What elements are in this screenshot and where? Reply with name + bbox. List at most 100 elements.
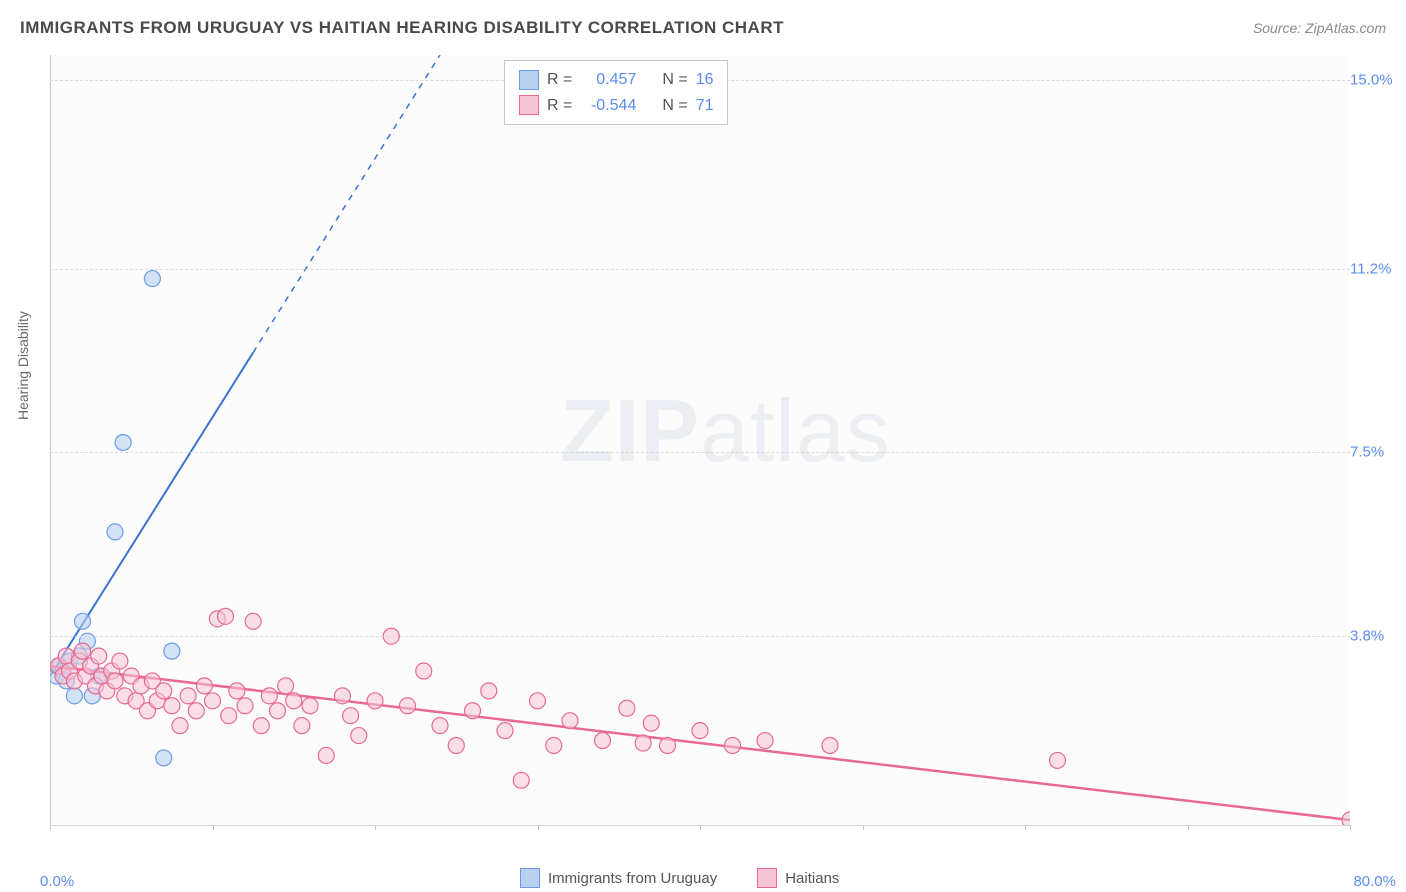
point-haitians <box>351 728 367 744</box>
point-uruguay <box>115 434 131 450</box>
point-haitians <box>432 718 448 734</box>
point-haitians <box>172 718 188 734</box>
point-haitians <box>692 723 708 739</box>
point-haitians <box>497 723 513 739</box>
point-haitians <box>107 673 123 689</box>
point-haitians <box>1342 812 1350 825</box>
point-haitians <box>635 735 651 751</box>
point-haitians <box>562 713 578 729</box>
legend-swatch <box>519 95 539 115</box>
point-uruguay <box>75 613 91 629</box>
x-axis-min-label: 0.0% <box>40 873 74 890</box>
y-tick-label: 11.2% <box>1344 260 1400 277</box>
x-axis-max-label: 80.0% <box>1353 873 1396 890</box>
legend-item: Immigrants from Uruguay <box>520 868 717 888</box>
x-tick <box>863 825 864 830</box>
point-uruguay <box>144 271 160 287</box>
legend-item: Haitians <box>757 868 839 888</box>
point-haitians <box>643 715 659 731</box>
point-haitians <box>245 613 261 629</box>
point-haitians <box>660 738 676 754</box>
point-haitians <box>75 643 91 659</box>
legend-swatch <box>520 868 540 888</box>
point-haitians <box>318 747 334 763</box>
r-label: R = <box>547 93 572 119</box>
point-haitians <box>112 653 128 669</box>
gridline <box>50 636 1350 637</box>
point-haitians <box>343 708 359 724</box>
legend-swatch <box>757 868 777 888</box>
point-haitians <box>465 703 481 719</box>
gridline <box>50 452 1350 453</box>
header: IMMIGRANTS FROM URUGUAY VS HAITIAN HEARI… <box>20 18 1386 38</box>
point-haitians <box>481 683 497 699</box>
point-uruguay <box>107 524 123 540</box>
point-haitians <box>91 648 107 664</box>
legend-row: R = -0.544 N = 71 <box>519 93 713 119</box>
point-haitians <box>822 738 838 754</box>
point-haitians <box>196 678 212 694</box>
point-haitians <box>448 738 464 754</box>
plot-svg <box>50 55 1350 825</box>
point-haitians <box>367 693 383 709</box>
r-label: R = <box>547 67 572 93</box>
chart-title: IMMIGRANTS FROM URUGUAY VS HAITIAN HEARI… <box>20 18 784 38</box>
x-tick <box>1350 825 1351 830</box>
x-tick <box>1025 825 1026 830</box>
point-haitians <box>229 683 245 699</box>
point-haitians <box>180 688 196 704</box>
y-tick-label: 15.0% <box>1344 71 1400 88</box>
n-label: N = <box>662 67 687 93</box>
point-haitians <box>302 698 318 714</box>
point-haitians <box>400 698 416 714</box>
point-haitians <box>416 663 432 679</box>
point-uruguay <box>156 750 172 766</box>
point-haitians <box>757 733 773 749</box>
y-tick-label: 7.5% <box>1344 444 1400 461</box>
point-haitians <box>164 698 180 714</box>
point-haitians <box>546 738 562 754</box>
point-haitians <box>335 688 351 704</box>
point-haitians <box>253 718 269 734</box>
point-haitians <box>619 700 635 716</box>
point-haitians <box>294 718 310 734</box>
point-haitians <box>1050 752 1066 768</box>
source-attribution: Source: ZipAtlas.com <box>1253 20 1386 36</box>
point-haitians <box>188 703 204 719</box>
n-value: 16 <box>696 67 714 93</box>
point-haitians <box>221 708 237 724</box>
n-label: N = <box>662 93 687 119</box>
gridline <box>50 269 1350 270</box>
legend-row: R = 0.457 N = 16 <box>519 67 713 93</box>
point-haitians <box>725 738 741 754</box>
x-tick <box>50 825 51 830</box>
y-tick-label: 3.8% <box>1344 628 1400 645</box>
point-haitians <box>237 698 253 714</box>
series-legend: Immigrants from Uruguay Haitians <box>520 868 839 888</box>
x-tick <box>375 825 376 830</box>
r-value: 0.457 <box>580 67 636 93</box>
point-haitians <box>156 683 172 699</box>
r-value: -0.544 <box>580 93 636 119</box>
point-haitians <box>270 703 286 719</box>
point-haitians <box>595 733 611 749</box>
x-tick <box>538 825 539 830</box>
legend-label: Haitians <box>785 870 839 887</box>
point-haitians <box>218 608 234 624</box>
point-haitians <box>261 688 277 704</box>
n-value: 71 <box>696 93 714 119</box>
point-haitians <box>513 772 529 788</box>
trendline-uruguay-dashed <box>253 55 440 353</box>
point-uruguay <box>164 643 180 659</box>
point-haitians <box>205 693 221 709</box>
y-axis-label: Hearing Disability <box>15 311 31 420</box>
legend-swatch <box>519 70 539 90</box>
point-haitians <box>286 693 302 709</box>
x-tick <box>213 825 214 830</box>
point-haitians <box>530 693 546 709</box>
x-tick <box>700 825 701 830</box>
point-uruguay <box>66 688 82 704</box>
x-tick <box>1188 825 1189 830</box>
chart-area: 3.8%7.5%11.2%15.0% <box>50 55 1350 826</box>
point-haitians <box>278 678 294 694</box>
